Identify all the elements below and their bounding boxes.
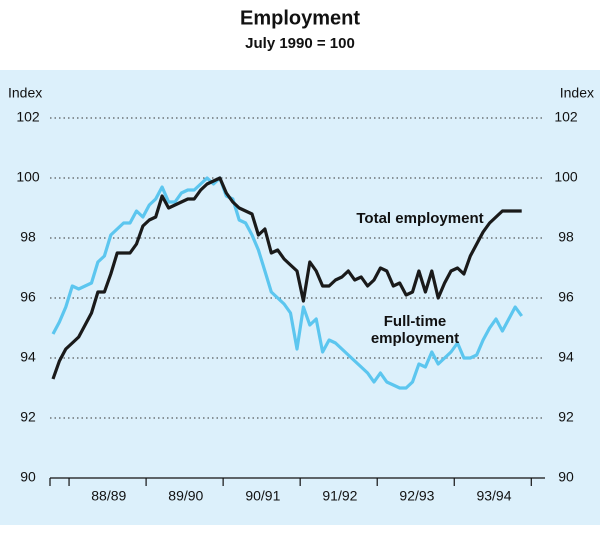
annotation: Total employment (356, 210, 483, 227)
y2-tick-label: 90 (558, 469, 574, 485)
y-tick-label: 96 (20, 289, 36, 305)
y2-tick-label: 92 (558, 409, 574, 425)
y2-tick-label: 96 (558, 289, 574, 305)
chart-subtitle: July 1990 = 100 (245, 35, 355, 52)
chart-title: Employment (240, 7, 360, 29)
y-tick-label: 102 (16, 109, 40, 125)
x-tick-label: 92/93 (399, 488, 434, 504)
y2-tick-label: 100 (554, 169, 578, 185)
x-tick-label: 89/90 (168, 488, 203, 504)
y-tick-label: 94 (20, 349, 36, 365)
y-axis-label: Index (8, 85, 42, 101)
series-line (51, 176, 522, 380)
y2-tick-label: 102 (554, 109, 578, 125)
series-line (51, 176, 523, 390)
y2-tick-label: 98 (558, 229, 574, 245)
x-tick-label: 88/89 (91, 488, 126, 504)
x-tick-label: 90/91 (245, 488, 280, 504)
x-tick-label: 93/94 (476, 488, 511, 504)
y-tick-label: 98 (20, 229, 36, 245)
annotation: employment (371, 330, 459, 347)
y-tick-label: 100 (16, 169, 40, 185)
y2-axis-label: Index (560, 85, 594, 101)
x-tick-label: 91/92 (322, 488, 357, 504)
annotation: Full-time (384, 313, 447, 330)
y-tick-label: 92 (20, 409, 36, 425)
y-tick-label: 90 (20, 469, 36, 485)
y2-tick-label: 94 (558, 349, 574, 365)
